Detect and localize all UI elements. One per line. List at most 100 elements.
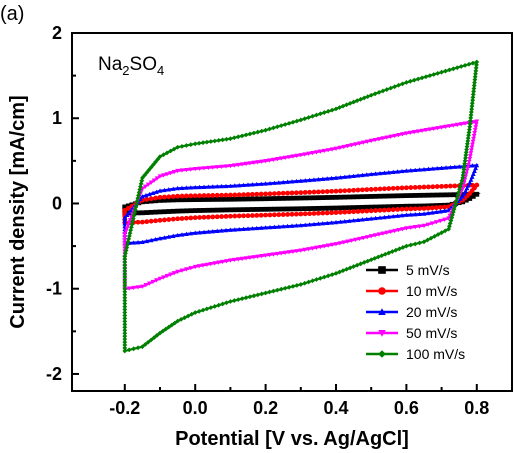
- data-point: [294, 282, 300, 288]
- plot-frame: [71, 32, 513, 392]
- data-point: [169, 322, 175, 328]
- data-point: [289, 195, 295, 201]
- data-point: [210, 207, 216, 213]
- data-point: [206, 193, 211, 198]
- data-point: [276, 191, 282, 196]
- data-point: [162, 235, 167, 240]
- data-point: [333, 175, 339, 180]
- data-point: [184, 208, 189, 214]
- data-point: [223, 192, 229, 198]
- data-point: [254, 212, 260, 218]
- data-point: [432, 233, 437, 239]
- data-point: [274, 157, 280, 162]
- data-point: [223, 227, 229, 233]
- data-point: [460, 186, 466, 192]
- data-point: [122, 316, 128, 321]
- data-point: [206, 207, 211, 213]
- data-point: [166, 234, 172, 239]
- data-point: [450, 66, 456, 72]
- data-point: [172, 320, 178, 326]
- data-point: [329, 147, 335, 152]
- data-point: [307, 195, 312, 201]
- data-point: [250, 226, 255, 231]
- data-point: [395, 185, 400, 191]
- data-point: [231, 135, 237, 141]
- data-point: [130, 216, 136, 221]
- data-point: [360, 140, 366, 145]
- data-point: [373, 193, 378, 199]
- data-point: [254, 225, 260, 231]
- data-point: [473, 125, 479, 130]
- data-point: [178, 317, 184, 322]
- data-point: [122, 289, 128, 295]
- data-point: [254, 181, 260, 187]
- data-point: [201, 214, 207, 220]
- data-point: [364, 204, 370, 210]
- data-point: [380, 88, 386, 94]
- data-point: [314, 112, 319, 118]
- data-point: [294, 223, 299, 228]
- data-point: [192, 310, 198, 315]
- data-point: [357, 236, 362, 242]
- data-point: [232, 196, 238, 202]
- data-point: [399, 193, 405, 199]
- data-point: [184, 215, 189, 221]
- data-point: [259, 159, 265, 164]
- data-point: [122, 259, 128, 265]
- data-point: [447, 124, 452, 129]
- data-point: [201, 166, 207, 171]
- data-point: [216, 302, 222, 308]
- data-point: [210, 184, 216, 189]
- data-point: [320, 210, 326, 216]
- data-point: [267, 289, 272, 295]
- data-point: [235, 297, 241, 303]
- data-point: [340, 268, 346, 274]
- data-point: [471, 86, 477, 91]
- data-point: [267, 191, 273, 197]
- data-point: [364, 172, 370, 177]
- data-point: [463, 149, 469, 155]
- data-point: [388, 134, 394, 139]
- data-point: [168, 272, 173, 277]
- data-point: [463, 152, 469, 158]
- data-point: [333, 106, 339, 112]
- data-point: [255, 129, 261, 135]
- data-point: [251, 293, 257, 299]
- data-point: [179, 208, 185, 214]
- data-point: [467, 157, 473, 162]
- data-point: [329, 220, 334, 225]
- data-point: [399, 213, 405, 218]
- data-point: [364, 194, 370, 199]
- data-point: [290, 154, 296, 159]
- data-point: [294, 118, 300, 124]
- legend-label: 10 mV/s: [406, 283, 457, 299]
- data-point: [347, 101, 353, 106]
- data-point: [236, 226, 242, 232]
- data-point: [324, 205, 330, 211]
- data-point: [472, 131, 478, 136]
- data-point: [122, 237, 128, 243]
- data-point: [329, 210, 334, 216]
- data-point: [438, 209, 443, 214]
- data-point: [408, 185, 414, 190]
- data-point: [162, 209, 167, 215]
- data-point: [196, 140, 202, 146]
- data-point: [197, 193, 203, 199]
- y-tick-label: 0: [52, 193, 62, 213]
- data-point: [175, 197, 180, 203]
- data-point: [355, 217, 361, 222]
- data-point: [386, 207, 392, 213]
- data-point: [204, 139, 210, 145]
- data-point: [241, 226, 246, 231]
- data-point: [123, 248, 129, 253]
- data-point: [400, 81, 405, 87]
- data-point: [421, 184, 427, 190]
- data-point: [404, 185, 409, 191]
- data-point: [333, 146, 339, 151]
- data-point: [154, 176, 160, 181]
- data-point: [390, 185, 396, 191]
- data-point: [302, 116, 308, 122]
- data-point: [395, 169, 400, 174]
- data-point: [184, 167, 189, 173]
- data-point: [122, 262, 128, 268]
